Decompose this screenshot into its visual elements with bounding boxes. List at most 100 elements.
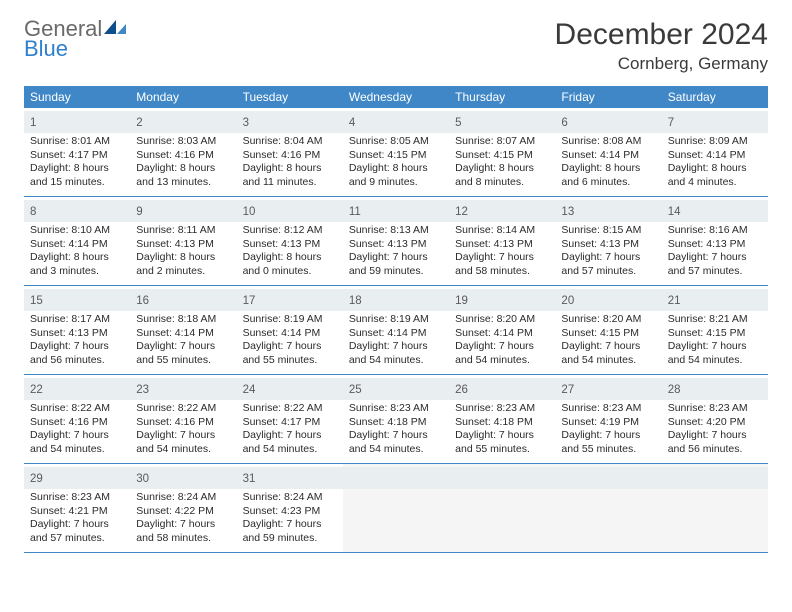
day-cell: 14Sunrise: 8:16 AMSunset: 4:13 PMDayligh… [662,197,768,285]
day-number: 21 [668,295,681,307]
day-info-line: and 54 minutes. [243,443,337,457]
day-info-line: Sunset: 4:14 PM [349,327,443,341]
day-info-line: Daylight: 8 hours [136,162,230,176]
day-info-line: Sunrise: 8:22 AM [30,402,124,416]
day-number: 13 [561,206,574,218]
day-info-line: Daylight: 8 hours [561,162,655,176]
weeks-container: 1Sunrise: 8:01 AMSunset: 4:17 PMDaylight… [24,108,768,553]
day-info-line: Sunset: 4:14 PM [243,327,337,341]
day-cell: 20Sunrise: 8:20 AMSunset: 4:15 PMDayligh… [555,286,661,374]
day-number: 1 [30,117,36,129]
day-info-line: Daylight: 7 hours [455,429,549,443]
day-num-bar: 6 [555,111,661,133]
day-info-line: Daylight: 7 hours [243,518,337,532]
weekday-header: Monday [130,86,236,108]
day-num-bar: 20 [555,289,661,311]
location: Cornberg, Germany [555,54,768,74]
day-info-line: Daylight: 8 hours [30,162,124,176]
day-info-line: and 59 minutes. [349,265,443,279]
day-num-bar: 15 [24,289,130,311]
day-info-line: Sunrise: 8:04 AM [243,135,337,149]
day-info-line: Sunrise: 8:23 AM [349,402,443,416]
day-info-line: Sunset: 4:13 PM [349,238,443,252]
day-num-bar: 21 [662,289,768,311]
logo: General Blue [24,18,128,60]
day-number: 17 [243,295,256,307]
day-info-line: Daylight: 7 hours [668,251,762,265]
day-info-line: Sunrise: 8:20 AM [455,313,549,327]
day-info-line: Sunrise: 8:23 AM [668,402,762,416]
day-info-line: Sunset: 4:20 PM [668,416,762,430]
day-num-bar: 29 [24,467,130,489]
weekday-header: Sunday [24,86,130,108]
day-cell: 2Sunrise: 8:03 AMSunset: 4:16 PMDaylight… [130,108,236,196]
day-info-line: Daylight: 7 hours [561,429,655,443]
day-info-line: Daylight: 8 hours [349,162,443,176]
day-number: 4 [349,117,355,129]
day-info-line: Daylight: 7 hours [455,340,549,354]
day-info-line: Sunset: 4:13 PM [136,238,230,252]
day-info-line: Sunrise: 8:24 AM [243,491,337,505]
day-cell: 26Sunrise: 8:23 AMSunset: 4:18 PMDayligh… [449,375,555,463]
day-number: 23 [136,384,149,396]
day-info-line: and 11 minutes. [243,176,337,190]
day-num-bar: 25 [343,378,449,400]
day-info-line: Sunset: 4:13 PM [243,238,337,252]
day-cell: 30Sunrise: 8:24 AMSunset: 4:22 PMDayligh… [130,464,236,552]
day-cell: 6Sunrise: 8:08 AMSunset: 4:14 PMDaylight… [555,108,661,196]
day-info-line: and 57 minutes. [30,532,124,546]
day-cell: 25Sunrise: 8:23 AMSunset: 4:18 PMDayligh… [343,375,449,463]
day-cell: 17Sunrise: 8:19 AMSunset: 4:14 PMDayligh… [237,286,343,374]
week-row: 22Sunrise: 8:22 AMSunset: 4:16 PMDayligh… [24,375,768,464]
page-header: General Blue December 2024 Cornberg, Ger… [24,18,768,74]
day-num-bar [662,467,768,489]
day-cell: 1Sunrise: 8:01 AMSunset: 4:17 PMDaylight… [24,108,130,196]
day-cell: 15Sunrise: 8:17 AMSunset: 4:13 PMDayligh… [24,286,130,374]
day-cell: 4Sunrise: 8:05 AMSunset: 4:15 PMDaylight… [343,108,449,196]
day-info-line: and 58 minutes. [136,532,230,546]
day-info-line: Daylight: 7 hours [30,340,124,354]
day-info-line: Daylight: 7 hours [136,518,230,532]
logo-word2: Blue [24,38,128,60]
day-info-line: Sunrise: 8:15 AM [561,224,655,238]
day-info-line: Sunset: 4:19 PM [561,416,655,430]
day-number: 18 [349,295,362,307]
weekday-header: Tuesday [237,86,343,108]
day-cell: 9Sunrise: 8:11 AMSunset: 4:13 PMDaylight… [130,197,236,285]
day-info-line: Sunset: 4:13 PM [455,238,549,252]
day-num-bar: 12 [449,200,555,222]
day-cell: 28Sunrise: 8:23 AMSunset: 4:20 PMDayligh… [662,375,768,463]
day-number: 30 [136,473,149,485]
week-row: 8Sunrise: 8:10 AMSunset: 4:14 PMDaylight… [24,197,768,286]
day-info-line: and 54 minutes. [30,443,124,457]
day-number: 11 [349,206,361,218]
day-cell: 31Sunrise: 8:24 AMSunset: 4:23 PMDayligh… [237,464,343,552]
day-cell: 24Sunrise: 8:22 AMSunset: 4:17 PMDayligh… [237,375,343,463]
day-num-bar: 23 [130,378,236,400]
day-info-line: Sunset: 4:18 PM [455,416,549,430]
day-info-line: Sunset: 4:15 PM [455,149,549,163]
day-number: 3 [243,117,249,129]
day-info-line: and 55 minutes. [561,443,655,457]
day-num-bar: 13 [555,200,661,222]
day-cell: 10Sunrise: 8:12 AMSunset: 4:13 PMDayligh… [237,197,343,285]
day-num-bar: 9 [130,200,236,222]
day-info-line: Sunrise: 8:05 AM [349,135,443,149]
day-num-bar: 17 [237,289,343,311]
day-info-line: and 6 minutes. [561,176,655,190]
day-num-bar: 19 [449,289,555,311]
day-info-line: Sunset: 4:13 PM [668,238,762,252]
day-info-line: Daylight: 7 hours [349,251,443,265]
day-info-line: and 56 minutes. [668,443,762,457]
day-num-bar: 11 [343,200,449,222]
sail-icon [102,18,128,40]
day-num-bar: 22 [24,378,130,400]
weekday-header: Friday [555,86,661,108]
day-number: 20 [561,295,574,307]
empty-cell [343,464,449,552]
day-cell: 11Sunrise: 8:13 AMSunset: 4:13 PMDayligh… [343,197,449,285]
day-number: 6 [561,117,567,129]
day-num-bar: 14 [662,200,768,222]
month-title: December 2024 [555,18,768,52]
day-cell: 12Sunrise: 8:14 AMSunset: 4:13 PMDayligh… [449,197,555,285]
